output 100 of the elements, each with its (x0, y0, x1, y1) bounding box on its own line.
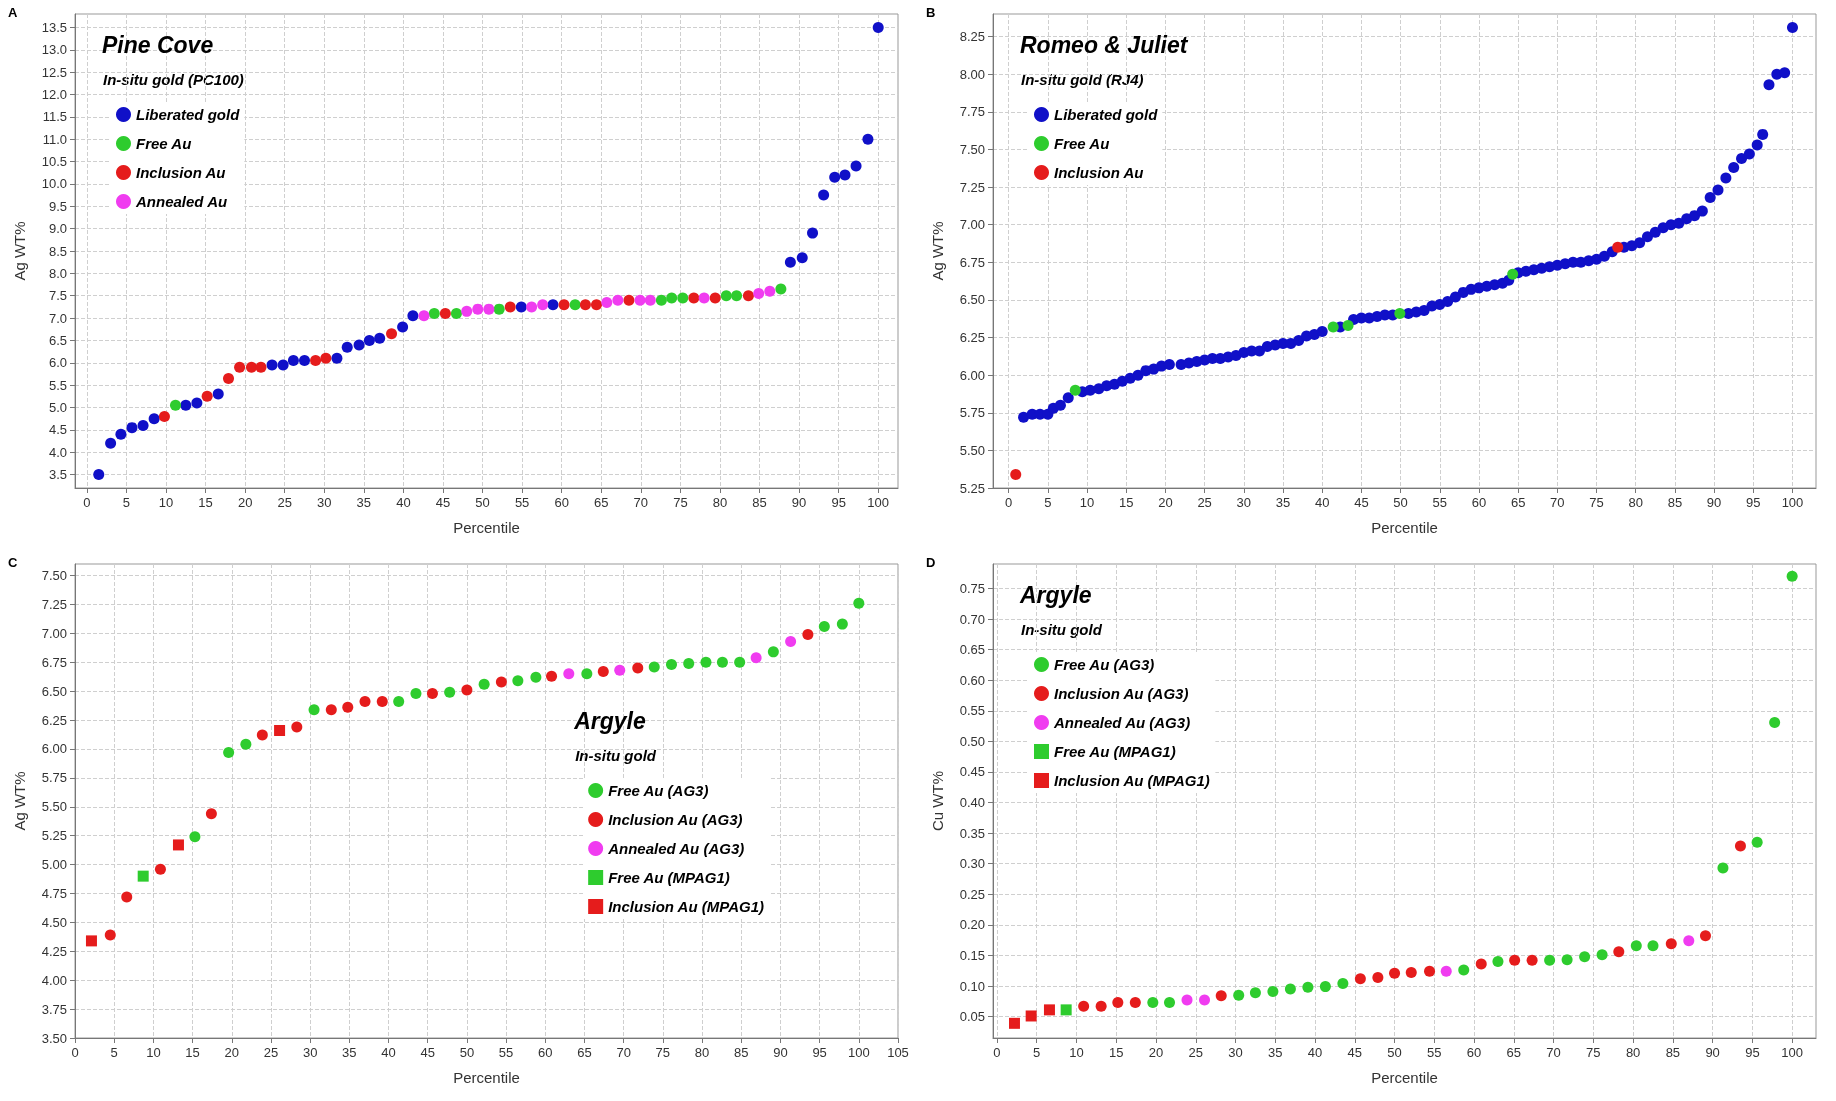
x-tick-label: 20 (224, 1045, 239, 1060)
x-tick-label: 65 (577, 1045, 592, 1060)
y-tick-label: 8.5 (48, 243, 67, 259)
y-tick-label: 7.25 (959, 179, 985, 195)
y-tick-label: 0.50 (959, 733, 985, 749)
point (1319, 981, 1331, 993)
point (85, 935, 97, 947)
point (126, 422, 138, 434)
legend-title: In-situ gold (RJ4) (1021, 71, 1144, 88)
y-tick-label: 8.00 (959, 66, 985, 82)
x-axis-title: Percentile (1371, 519, 1438, 536)
x-tick-label: 50 (459, 1045, 475, 1060)
point (277, 359, 289, 371)
point (191, 397, 203, 409)
point (1010, 468, 1022, 480)
text: Pine Cove (102, 31, 214, 58)
point (461, 684, 473, 696)
point (688, 292, 700, 304)
x-tick-label: 60 (554, 495, 569, 510)
x-tick-label: 85 (752, 495, 767, 510)
x-tick-label: 95 (812, 1045, 827, 1060)
y-axis-title: Ag WT% (11, 221, 28, 281)
text: A (8, 5, 18, 20)
y-tick-label: 6.0 (48, 355, 67, 371)
point (393, 696, 405, 708)
point (1181, 994, 1193, 1006)
point (353, 339, 365, 351)
point (331, 352, 343, 364)
point (563, 668, 575, 680)
y-tick-label: 4.5 (48, 422, 67, 438)
y-tick-label: 13.5 (41, 19, 67, 35)
x-tick-label: 45 (1354, 495, 1369, 510)
x-axis-title: Percentile (453, 1069, 520, 1086)
point (240, 738, 252, 750)
point (632, 662, 644, 674)
point (581, 668, 593, 680)
x-tick-label: 5 (110, 1045, 118, 1060)
point (320, 352, 332, 364)
x-tick-label: 65 (1510, 495, 1526, 510)
point (148, 413, 160, 425)
point (709, 292, 721, 304)
point (493, 303, 505, 315)
point (767, 646, 779, 658)
point (731, 290, 743, 302)
x-tick-label: 90 (1705, 1045, 1720, 1060)
y-tick-label: 7.0 (48, 310, 67, 326)
y-tick-label: 0.25 (959, 886, 985, 902)
x-axis-title: Percentile (453, 519, 520, 536)
point (1129, 997, 1141, 1009)
point (1215, 990, 1227, 1002)
x-tick-label: 45 (420, 1045, 435, 1060)
point (439, 308, 451, 320)
x-tick-label: 90 (773, 1045, 788, 1060)
point (597, 666, 609, 678)
point (1440, 965, 1452, 977)
y-tick-label: 6.75 (41, 654, 67, 670)
point (1267, 986, 1279, 998)
x-tick-label: 5 (122, 495, 131, 510)
text: Romeo & Juliet (1020, 31, 1189, 58)
legend-label: Liberated gold (136, 106, 241, 123)
y-tick-label: 12.5 (41, 64, 67, 80)
point (1596, 949, 1608, 961)
x-tick-label: 35 (342, 1045, 357, 1060)
point (634, 294, 646, 306)
x-tick-label: 60 (1466, 1045, 1482, 1060)
point (428, 308, 440, 320)
point (807, 227, 819, 239)
point (1060, 1004, 1072, 1016)
point (836, 618, 848, 630)
x-tick-label: 80 (694, 1045, 710, 1060)
point (410, 687, 422, 699)
x-tick-label: 0 (71, 1045, 79, 1060)
point (137, 419, 149, 431)
legend-label: Annealed Au (135, 193, 228, 210)
x-tick-label: 105 (887, 1045, 909, 1060)
y-tick-label: 6.25 (959, 330, 985, 346)
y-tick-label: 0.35 (959, 825, 985, 841)
y-tick-label: 6.50 (959, 292, 985, 308)
point (495, 676, 507, 688)
x-tick-label: 15 (198, 495, 213, 510)
point (683, 657, 695, 669)
y-tick-label: 5.50 (41, 799, 67, 815)
y-tick-label: 0.65 (959, 642, 985, 658)
x-tick-label: 10 (1079, 495, 1095, 510)
point (1337, 978, 1349, 990)
point (537, 299, 549, 311)
point (601, 296, 613, 308)
point (483, 303, 495, 315)
point (1613, 946, 1625, 958)
point (1630, 940, 1642, 952)
point (1008, 1017, 1020, 1029)
point (558, 299, 570, 311)
y-tick-label: 0.70 (959, 611, 985, 627)
point (444, 686, 456, 698)
point (750, 652, 762, 664)
point (1424, 965, 1436, 977)
x-tick-label: 100 (867, 495, 890, 510)
point (612, 294, 624, 306)
point (255, 361, 267, 373)
point (180, 399, 192, 411)
